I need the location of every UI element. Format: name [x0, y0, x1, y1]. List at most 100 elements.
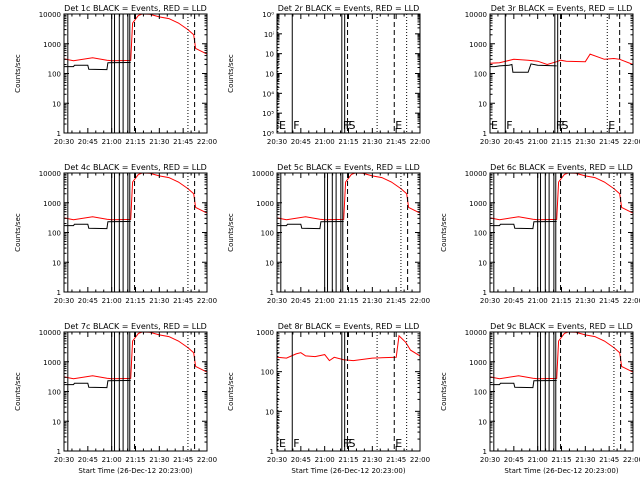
x-tick-label: 21:45	[173, 456, 193, 464]
event-marker-label: E	[491, 119, 498, 132]
y-tick-label: 1	[57, 130, 61, 138]
x-tick-label: 20:30	[54, 138, 74, 146]
y-axis-label: Counts/sec	[14, 372, 22, 411]
x-tick-label: 22:00	[197, 138, 217, 146]
y-tick-label: 10⁰	[262, 11, 274, 19]
x-tick-label: 21:45	[173, 138, 193, 146]
plot-frame	[64, 14, 207, 133]
x-tick-label: 20:45	[504, 138, 524, 146]
x-tick-label: 20:30	[267, 456, 287, 464]
x-tick-label: 21:45	[173, 297, 193, 305]
detector-panel: Det 6c BLACK = Events, RED = LLD Counts/s…	[440, 163, 640, 305]
x-tick-label: 21:30	[362, 138, 382, 146]
x-tick-label: 21:45	[599, 456, 619, 464]
x-axis-label: Start Time (26-Dec-12 20:23:00)	[78, 467, 192, 475]
x-tick-label: 21:45	[386, 138, 406, 146]
events-line	[490, 381, 557, 388]
events-line	[490, 222, 557, 229]
x-tick-label: 20:45	[78, 456, 98, 464]
x-tick-label: 22:00	[410, 456, 430, 464]
x-tick-label: 22:00	[623, 456, 640, 464]
event-marker-label: S	[562, 119, 569, 132]
x-tick-label: 20:45	[504, 456, 524, 464]
y-tick-label: 1000	[469, 200, 487, 208]
plot-frame	[277, 332, 420, 451]
lld-line	[64, 14, 207, 61]
y-tick-label: 1000	[469, 359, 487, 367]
plot-frame	[490, 332, 633, 451]
event-marker-label: F	[293, 437, 299, 450]
events-line	[64, 63, 131, 70]
panel-title: Det 4c BLACK = Events, RED = LLD	[64, 163, 207, 172]
panel-title: Det 5c BLACK = Events, RED = LLD	[277, 163, 420, 172]
y-axis-label: Counts/sec	[440, 213, 448, 252]
panel-title: Det 8r BLACK = Events, RED = LLD	[278, 322, 420, 331]
y-tick-label: 10000	[465, 329, 487, 337]
y-tick-label: 1	[483, 448, 487, 456]
x-axis-label: Start Time (26-Dec-12 20:23:00)	[504, 467, 618, 475]
x-tick-label: 21:45	[386, 297, 406, 305]
y-tick-label: 1	[57, 289, 61, 297]
y-tick-label: 1000	[256, 329, 274, 337]
x-tick-label: 21:00	[102, 297, 122, 305]
x-axis-label: Start Time (26-Dec-12 20:23:00)	[291, 467, 405, 475]
x-tick-label: 20:45	[291, 297, 311, 305]
y-tick-label: 1	[483, 130, 487, 138]
y-tick-label: 10	[265, 259, 274, 267]
x-tick-label: 20:45	[78, 138, 98, 146]
x-tick-label: 20:30	[267, 297, 287, 305]
plot-frame	[277, 14, 420, 133]
x-tick-label: 22:00	[623, 138, 640, 146]
lld-line	[490, 54, 633, 64]
lld-line	[490, 332, 633, 379]
event-marker-label: S	[349, 437, 356, 450]
y-tick-label: 10⁳	[265, 71, 274, 79]
panel-title: Det 2r BLACK = Events, RED = LLD	[278, 4, 420, 13]
y-tick-label: 1	[270, 289, 274, 297]
x-tick-label: 21:30	[575, 456, 595, 464]
panel-title: Det 3r BLACK = Events, RED = LLD	[491, 4, 633, 13]
x-tick-label: 21:00	[315, 138, 335, 146]
plot-frame	[277, 173, 420, 292]
detector-panel: Det 7c BLACK = Events, RED = LLD Counts/s…	[14, 322, 217, 475]
x-tick-label: 20:30	[480, 297, 500, 305]
detector-panel: Det 9c BLACK = Events, RED = LLD Counts/s…	[440, 322, 640, 475]
x-tick-label: 21:45	[599, 297, 619, 305]
y-tick-label: 10	[478, 100, 487, 108]
x-tick-label: 20:45	[504, 297, 524, 305]
y-tick-label: 1000	[256, 200, 274, 208]
panel-title: Det 1c BLACK = Events, RED = LLD	[64, 4, 207, 13]
y-tick-label: 10	[478, 259, 487, 267]
plot-frame	[64, 173, 207, 292]
x-tick-label: 21:00	[315, 456, 335, 464]
detector-panel: Det 3r BLACK = Events, RED = LLDE F FFS E11…	[465, 4, 640, 146]
events-line	[277, 222, 344, 229]
x-tick-label: 21:15	[551, 456, 571, 464]
x-tick-label: 22:00	[410, 138, 430, 146]
y-tick-label: 100	[261, 230, 274, 238]
x-tick-label: 22:00	[623, 297, 640, 305]
y-tick-label: 10000	[465, 170, 487, 178]
lld-line	[64, 332, 207, 379]
x-tick-label: 21:00	[102, 138, 122, 146]
y-tick-label: 10000	[39, 329, 61, 337]
y-tick-label: 10⁵	[262, 110, 274, 118]
y-tick-label: 10	[265, 408, 274, 416]
x-tick-label: 21:30	[149, 138, 169, 146]
y-axis-label: Counts/sec	[227, 54, 235, 93]
y-tick-label: 100	[474, 389, 487, 397]
panel-title: Det 9c BLACK = Events, RED = LLD	[490, 322, 633, 331]
y-tick-label: 100	[48, 230, 61, 238]
detector-panel: Det 1c BLACK = Events, RED = LLD Counts/s…	[14, 4, 217, 146]
y-tick-label: 10000	[252, 170, 274, 178]
y-tick-label: 10	[52, 100, 61, 108]
panel-title: Det 6c BLACK = Events, RED = LLD	[490, 163, 633, 172]
x-tick-label: 21:00	[528, 297, 548, 305]
y-tick-label: 10	[52, 418, 61, 426]
event-marker-label: F	[293, 119, 299, 132]
x-tick-label: 21:45	[599, 138, 619, 146]
x-tick-label: 20:30	[480, 138, 500, 146]
y-tick-label: 10000	[465, 11, 487, 19]
x-tick-label: 21:00	[102, 456, 122, 464]
x-tick-label: 20:45	[78, 297, 98, 305]
